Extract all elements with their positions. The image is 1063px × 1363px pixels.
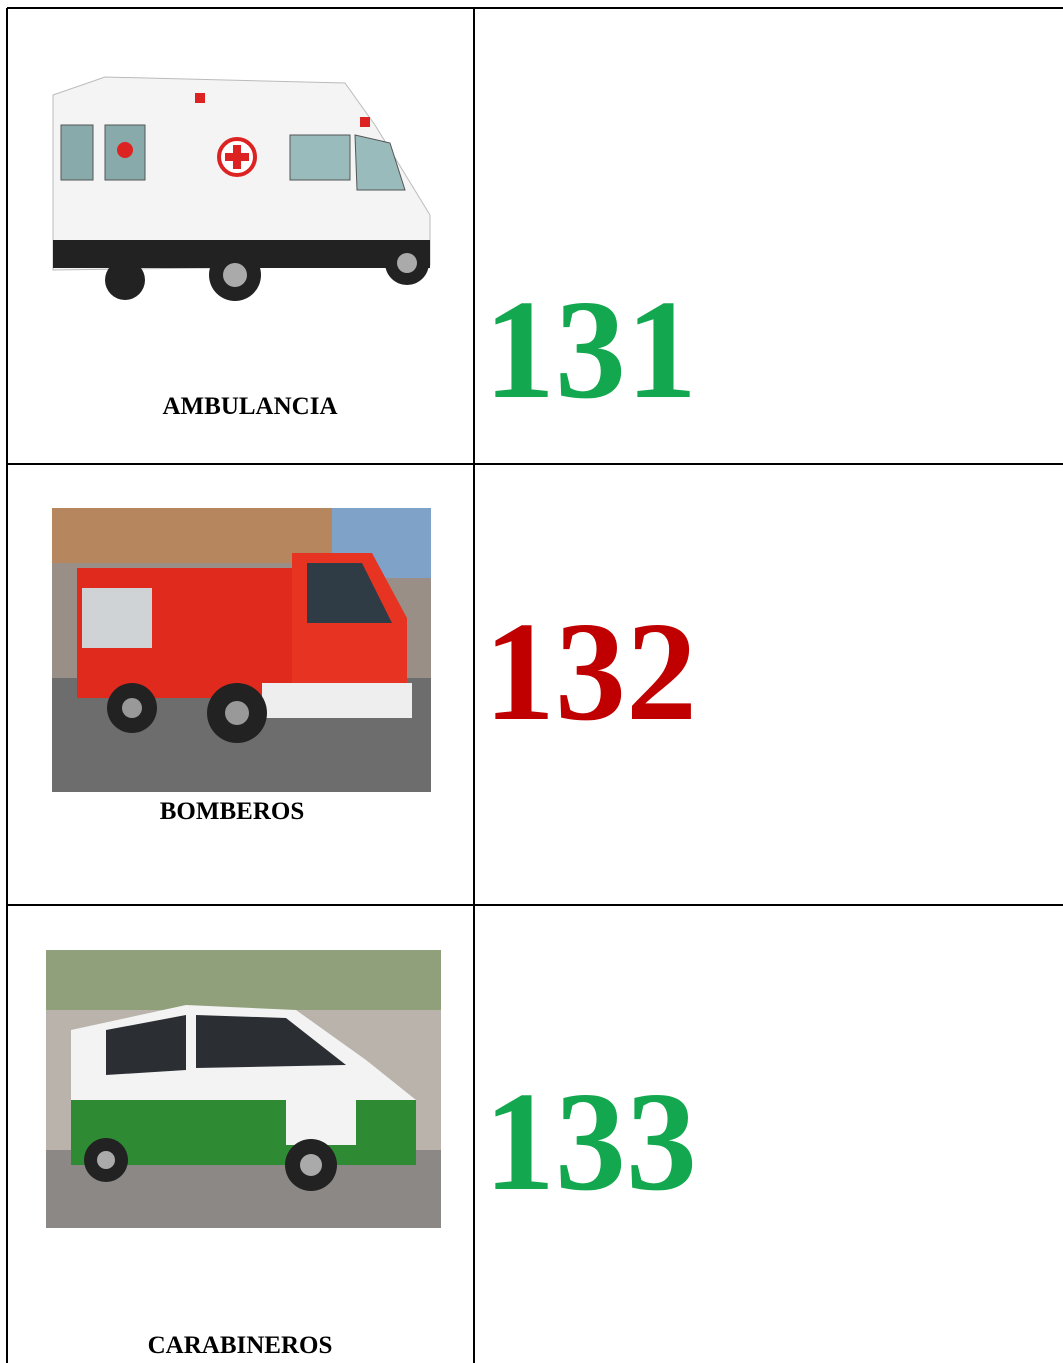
- table-border: [473, 8, 475, 1363]
- fire-truck-image: [52, 508, 431, 792]
- emergency-number: 131: [484, 278, 697, 420]
- row-label: BOMBEROS: [82, 798, 382, 826]
- emergency-number: 133: [484, 1070, 697, 1212]
- page: AMBULANCIA 131 BOMBEROS 132 CARABINEROS …: [0, 0, 1063, 1363]
- table-border: [6, 8, 8, 1363]
- ambulance-image: [45, 65, 440, 305]
- emergency-number: 132: [484, 600, 697, 742]
- table-border: [7, 463, 1063, 465]
- police-van-image: [46, 950, 441, 1228]
- table-border: [7, 904, 1063, 906]
- row-label: AMBULANCIA: [100, 393, 400, 421]
- table-border: [7, 7, 1063, 9]
- row-label: CARABINEROS: [90, 1332, 390, 1360]
